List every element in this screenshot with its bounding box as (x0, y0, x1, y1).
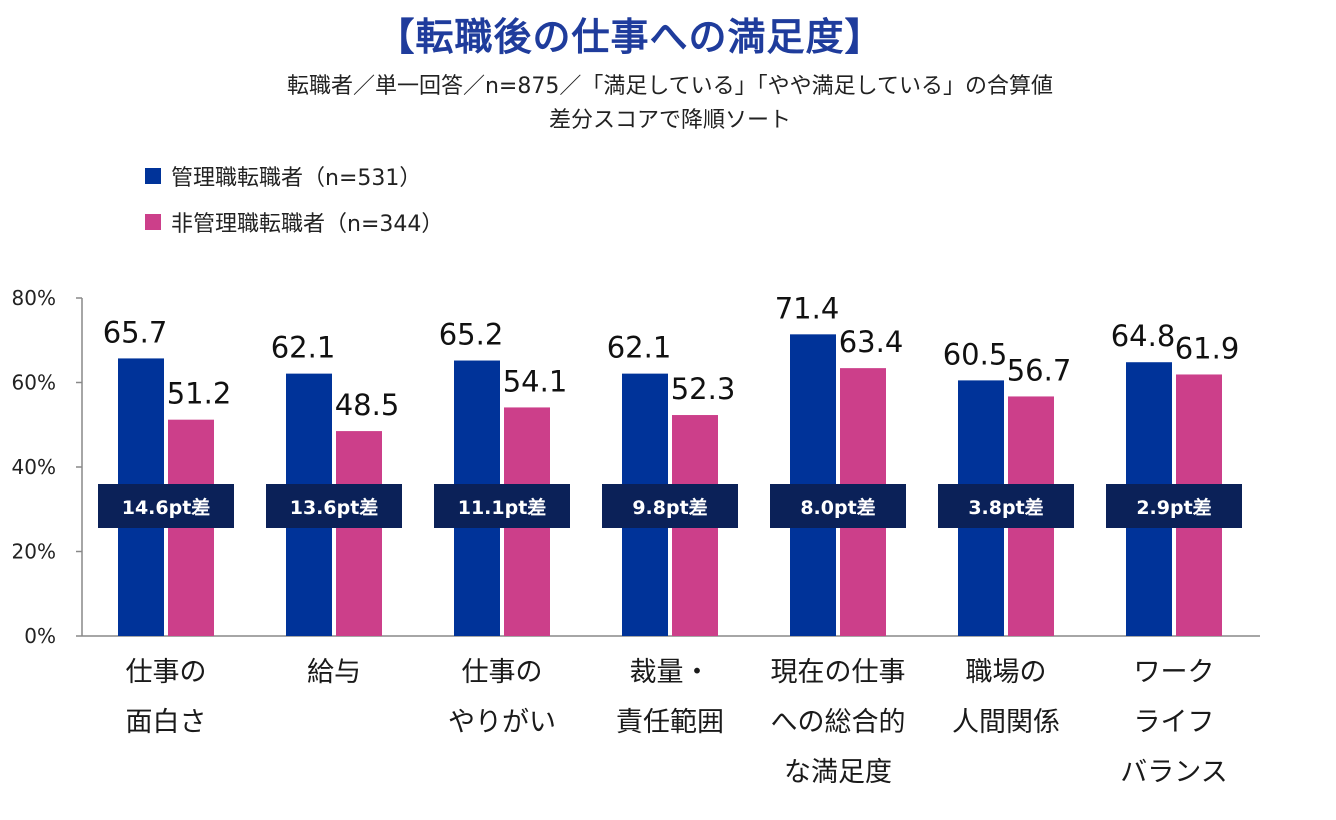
bar-non-manager (336, 431, 382, 636)
diff-badge-label: 9.8pt差 (632, 496, 707, 519)
y-tick-label: 0% (24, 624, 56, 648)
x-category-label-line: やりがい (448, 707, 556, 738)
x-category-label: 仕事の やりがい (418, 648, 586, 748)
y-tick-label: 40% (12, 455, 56, 479)
diff-badge (434, 484, 570, 528)
x-category-label-line: な満足度 (784, 757, 892, 788)
data-label-manager: 71.4 (775, 291, 840, 325)
diff-badge-label: 2.9pt差 (1136, 496, 1211, 519)
y-tick-label: 80% (12, 286, 56, 310)
x-category-label: 現在の仕事への総合的な満足度 (754, 648, 922, 798)
data-label-manager: 64.8 (1111, 319, 1176, 353)
diff-badge (938, 484, 1074, 528)
legend-swatch-manager (145, 168, 161, 184)
data-label-manager: 60.5 (943, 337, 1008, 371)
diff-badge-label: 13.6pt差 (290, 496, 379, 519)
x-category-label: 仕事の 面白さ (82, 648, 250, 748)
x-category-label-line: への総合的 (770, 707, 906, 738)
legend-item-manager: 管理職転職者（n=531） (145, 160, 421, 192)
x-category-label-line: 仕事の (125, 657, 207, 688)
diff-badge (770, 484, 906, 528)
x-category-label-line: 職場の (965, 657, 1047, 688)
x-category-label-line: ワーク (1133, 657, 1215, 688)
data-label-non-manager: 48.5 (335, 388, 400, 422)
legend-label-manager: 管理職転職者（n=531） (171, 166, 422, 191)
data-label-manager: 65.2 (439, 318, 504, 352)
legend-swatch-non-manager (145, 214, 161, 230)
data-label-manager: 62.1 (271, 331, 336, 365)
diff-badge (98, 484, 234, 528)
legend-item-non-manager: 非管理職転職者（n=344） (145, 206, 443, 238)
x-category-label-line: ライフ (1133, 707, 1215, 738)
legend-label-non-manager: 非管理職転職者（n=344） (171, 212, 444, 237)
chart-sort-note: 差分スコアで降順ソート (548, 108, 791, 133)
x-category-label: ワークライフバランス (1090, 648, 1258, 798)
x-category-label: 給与 (250, 648, 418, 698)
chart-subtitle: 転職者／単一回答／n=875／「満足している」「やや満足している」の合算値 (286, 74, 1054, 99)
diff-badge-label: 8.0pt差 (800, 496, 875, 519)
diff-badge (266, 484, 402, 528)
data-label-non-manager: 56.7 (1007, 353, 1072, 387)
x-category-label: 裁量・ 責任範囲 (586, 648, 754, 748)
data-label-manager: 62.1 (607, 331, 672, 365)
diff-badge (1106, 484, 1242, 528)
x-category-label-line: 責任範囲 (616, 707, 724, 738)
chart-title: 【転職後の仕事への満足度】 (376, 15, 884, 59)
x-category-label: 職場の 人間関係 (922, 648, 1090, 748)
y-tick-label: 20% (12, 540, 56, 564)
diff-badge-label: 14.6pt差 (122, 496, 211, 519)
data-label-non-manager: 63.4 (839, 325, 904, 359)
x-category-label-line: 仕事の (461, 657, 543, 688)
x-category-label-line: 給与 (307, 657, 361, 688)
data-label-non-manager: 52.3 (671, 372, 736, 406)
data-label-non-manager: 61.9 (1175, 331, 1240, 365)
x-category-label-line: 人間関係 (952, 707, 1060, 738)
diff-badge-label: 11.1pt差 (458, 496, 547, 519)
x-category-label-line: 面白さ (125, 707, 207, 738)
diff-badge (602, 484, 738, 528)
data-label-manager: 65.7 (103, 315, 168, 349)
x-category-label-line: 裁量・ (629, 657, 711, 688)
y-tick-label: 60% (12, 371, 56, 395)
x-category-label-line: バランス (1120, 757, 1228, 788)
data-label-non-manager: 54.1 (503, 364, 568, 398)
data-label-non-manager: 51.2 (167, 377, 232, 411)
diff-badge-label: 3.8pt差 (968, 496, 1043, 519)
x-category-label-line: 現在の仕事 (770, 657, 906, 688)
